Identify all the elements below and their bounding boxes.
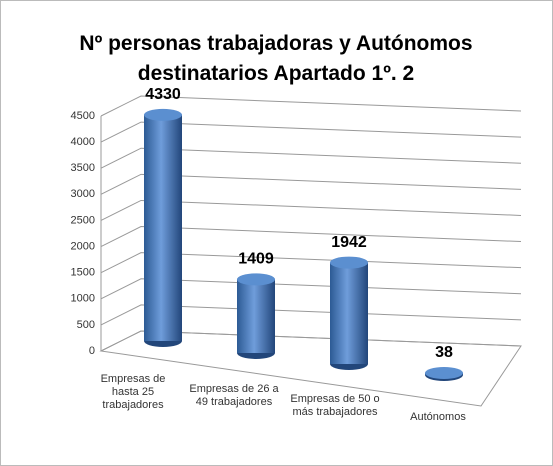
y-tick-label: 3000 (71, 188, 95, 200)
y-tick-label: 4000 (71, 136, 95, 148)
grid-line (100, 147, 522, 169)
y-tick-label: 3500 (71, 162, 95, 174)
grid-line (100, 95, 522, 117)
y-tick-label: 1500 (71, 267, 95, 279)
grid-line (100, 173, 522, 195)
grid-line (100, 330, 522, 352)
data-label: 38 (435, 344, 453, 361)
y-tick-label: 500 (77, 319, 95, 331)
bar-top (144, 108, 182, 121)
data-label: 1942 (331, 234, 367, 251)
bar (237, 279, 275, 353)
bar (144, 114, 182, 341)
bar-top (330, 256, 368, 269)
y-tick-label: 4500 (71, 110, 95, 122)
y-tick-label: 1000 (71, 293, 95, 305)
bar-top (425, 367, 463, 380)
x-tick-label: Autónomos (410, 411, 466, 423)
chart-title: Nº personas trabajadoras y Autónomos des… (79, 32, 473, 85)
grid-line (100, 226, 522, 248)
grid-line (100, 121, 522, 143)
data-label: 4330 (145, 86, 181, 103)
bar-top (237, 273, 275, 286)
grid-line (100, 199, 522, 221)
grid-line (100, 252, 522, 274)
x-tick-label: Empresas de hasta 25 trabajadores (100, 373, 166, 411)
data-label: 1409 (238, 251, 274, 268)
y-tick-label: 2500 (71, 214, 95, 226)
x-tick-label: Empresas de 50 o más trabajadores (290, 393, 380, 418)
x-tick-label: Empresas de 26 a 49 trabajadores (189, 383, 279, 408)
grid-line (100, 304, 522, 326)
grid-line (100, 278, 522, 300)
y-tick-label: 0 (89, 345, 95, 357)
bar (330, 262, 368, 364)
y-tick-label: 2000 (71, 240, 95, 252)
